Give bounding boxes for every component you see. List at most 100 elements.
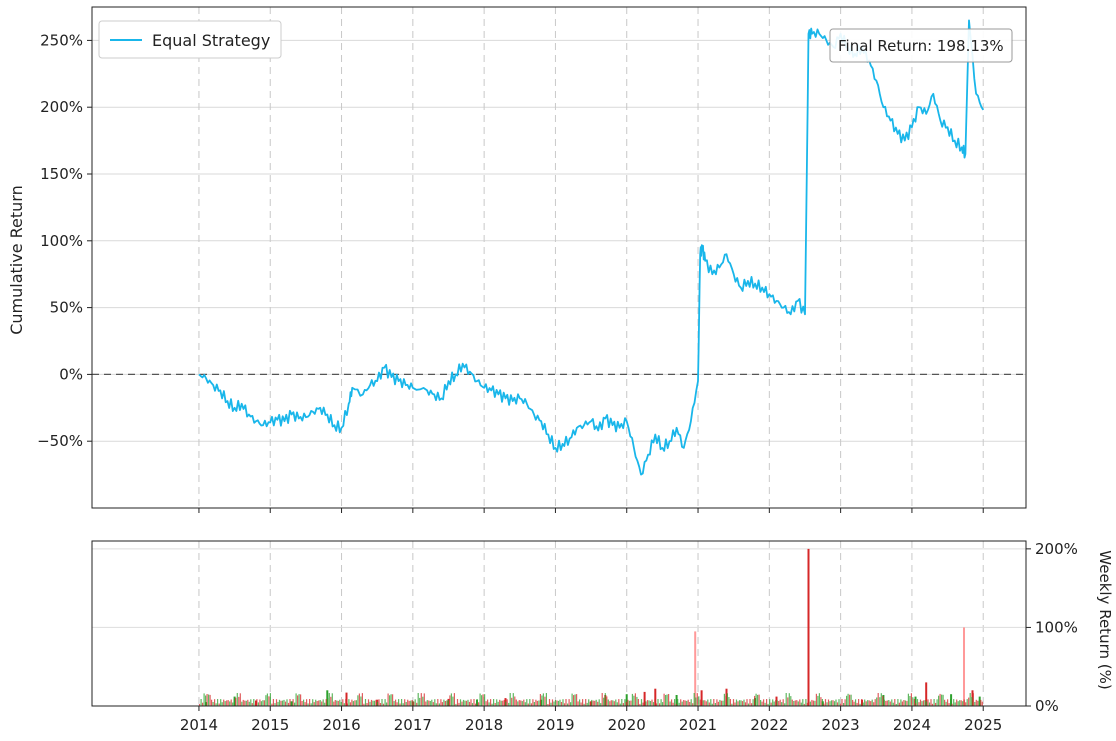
- weekly-return-bar: [304, 702, 306, 706]
- x-tick-label: 2025: [964, 716, 1002, 734]
- weekly-return-bar: [426, 700, 428, 706]
- weekly-return-bar: [915, 703, 917, 706]
- weekly-return-bar: [772, 699, 774, 706]
- y-tick-label: 100%: [40, 232, 83, 250]
- weekly-return-bar: [971, 690, 974, 706]
- weekly-return-bar: [785, 693, 787, 706]
- weekly-return-bar: [636, 696, 638, 706]
- weekly-return-bar: [214, 699, 216, 706]
- weekly-return-bar: [663, 693, 665, 706]
- weekly-return-bar: [289, 699, 291, 706]
- weekly-return-bar: [419, 697, 421, 706]
- weekly-return-bar: [467, 699, 469, 706]
- weekly-return-bar: [238, 696, 240, 706]
- x-tick-label: 2014: [180, 716, 218, 734]
- weekly-return-bar: [654, 688, 657, 706]
- bottom-x-axis: 2014 2015 2016 2017 2018 2019 2020 2021 2022 2023…: [180, 706, 1002, 734]
- weekly-return-bar: [957, 701, 959, 706]
- weekly-return-bar: [280, 700, 282, 706]
- weekly-return-bar: [408, 700, 410, 706]
- weekly-return-bar: [256, 699, 258, 706]
- weekly-return-bar: [631, 693, 633, 706]
- weekly-return-bar: [672, 702, 674, 706]
- weekly-return-bar: [363, 703, 365, 706]
- weekly-return-bar: [615, 699, 617, 706]
- weekly-return-bar: [205, 695, 207, 706]
- weekly-return-bar: [717, 701, 719, 706]
- weekly-return-bar: [416, 702, 418, 706]
- weekly-return-bar: [738, 700, 741, 706]
- weekly-return-bar: [349, 702, 351, 706]
- weekly-return-bar: [728, 697, 730, 706]
- weekly-return-bar: [846, 695, 848, 706]
- weekly-return-bar: [538, 700, 540, 706]
- weekly-return-bar: [269, 693, 271, 706]
- weekly-return-bar: [292, 699, 294, 706]
- weekly-return-bar: [485, 701, 487, 706]
- weekly-return-bar: [224, 701, 226, 706]
- weekly-return-bar: [364, 699, 367, 706]
- weekly-return-bar: [381, 699, 383, 706]
- weekly-return-bar: [520, 700, 522, 706]
- weekly-return-bar: [295, 693, 297, 706]
- weekly-return-bar: [814, 700, 816, 706]
- weekly-return-bar: [386, 702, 388, 706]
- weekly-return-bar: [577, 701, 579, 706]
- weekly-return-bar: [755, 693, 757, 706]
- weekly-return-bar: [907, 693, 909, 706]
- weekly-return-bar: [358, 693, 360, 706]
- weekly-return-bar: [413, 701, 415, 706]
- weekly-return-bar: [850, 694, 852, 706]
- weekly-return-bar: [980, 699, 982, 706]
- weekly-return-bar: [686, 700, 688, 706]
- weekly-return-bar: [696, 693, 698, 706]
- weekly-return-bar: [806, 702, 808, 706]
- weekly-return-bar: [354, 700, 356, 706]
- weekly-return-bar: [716, 699, 718, 706]
- weekly-return-bar: [496, 699, 498, 706]
- weekly-return-bar: [770, 702, 772, 706]
- weekly-return-bar: [245, 700, 247, 706]
- weekly-return-bars: [198, 548, 983, 706]
- weekly-return-bar: [655, 703, 658, 706]
- weekly-return-bar: [355, 700, 357, 706]
- weekly-return-bar: [459, 699, 462, 706]
- weekly-return-bar: [963, 627, 965, 706]
- weekly-return-bar: [586, 702, 588, 706]
- weekly-return-bar: [925, 701, 928, 706]
- legend-box: [98, 20, 282, 59]
- weekly-return-bar: [585, 699, 587, 706]
- weekly-return-bar: [901, 701, 903, 706]
- weekly-return-bar: [880, 693, 882, 706]
- weekly-return-bar: [897, 699, 899, 706]
- weekly-return-bar: [935, 702, 937, 706]
- weekly-return-bar: [450, 693, 452, 706]
- weekly-return-bar: [769, 699, 771, 706]
- weekly-return-bar: [211, 699, 213, 706]
- weekly-return-bar: [217, 699, 219, 706]
- weekly-return-bar: [567, 703, 569, 706]
- weekly-return-bar: [847, 693, 849, 706]
- bottom-y-axis-label: Weekly Return (%): [1096, 550, 1114, 689]
- weekly-return-bar: [221, 702, 223, 706]
- weekly-return-bar: [290, 703, 293, 706]
- weekly-return-bar: [557, 700, 560, 706]
- weekly-return-bar: [674, 699, 676, 706]
- weekly-return-bar: [346, 703, 348, 706]
- weekly-return-bar: [227, 700, 229, 706]
- weekly-return-bar: [965, 702, 967, 706]
- weekly-return-bar: [345, 692, 348, 706]
- weekly-return-bar: [752, 699, 754, 706]
- weekly-return-bar: [719, 699, 721, 706]
- weekly-return-bar: [832, 700, 834, 706]
- weekly-return-bar: [342, 699, 344, 706]
- weekly-return-bar: [340, 702, 342, 706]
- weekly-return-bar: [482, 694, 484, 706]
- weekly-return-bar: [203, 693, 205, 706]
- weekly-return-bar: [274, 703, 276, 706]
- y-tick-label: 100%: [1035, 618, 1078, 636]
- weekly-return-bar: [563, 703, 566, 706]
- weekly-return-bar: [811, 699, 813, 706]
- weekly-return-bar: [455, 703, 457, 706]
